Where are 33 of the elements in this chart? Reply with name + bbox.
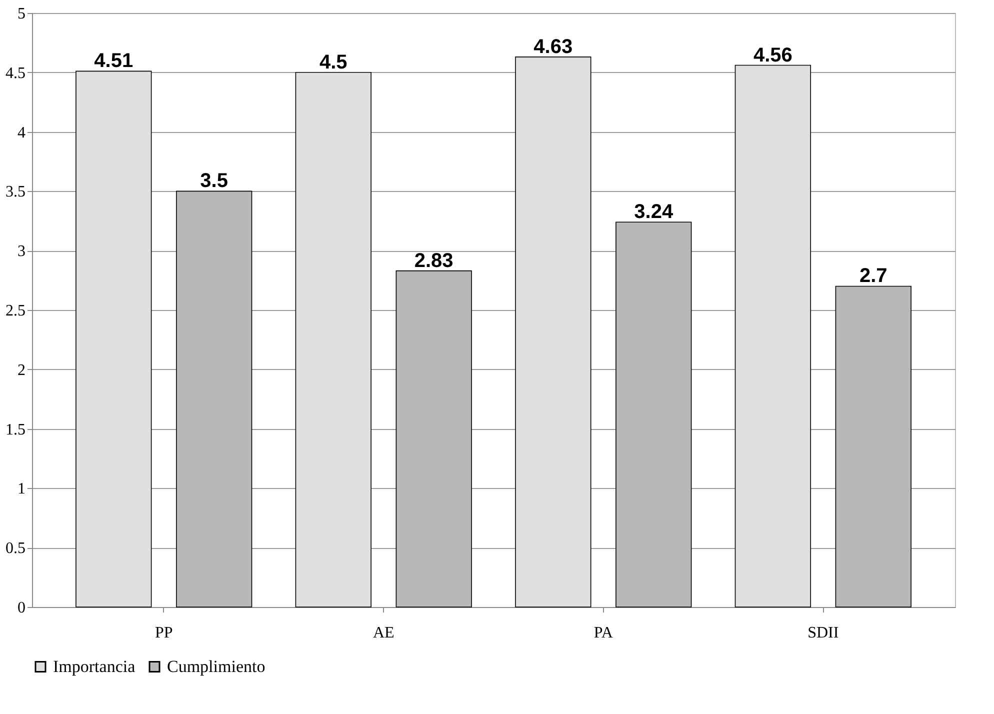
x-tick-label: PP	[154, 624, 173, 642]
y-tick-label: 2.5	[6, 302, 26, 320]
y-tick-label: 4	[18, 124, 26, 142]
x-tick-label: AE	[372, 624, 394, 642]
bar	[515, 56, 592, 608]
x-tick-label: PA	[594, 624, 614, 642]
data-label: 3.24	[634, 201, 674, 224]
data-label: 2.7	[859, 265, 888, 288]
y-tick-label: 0	[18, 600, 26, 616]
data-label: 4.5	[319, 51, 348, 74]
bar	[295, 72, 372, 608]
bar	[616, 222, 692, 608]
legend-label: Cumplimiento	[167, 656, 266, 676]
y-tick-label: 2	[18, 362, 26, 379]
legend-label: Importancia	[53, 656, 136, 676]
y-tick-label: 4.5	[6, 64, 26, 82]
data-label: 3.5	[200, 170, 228, 192]
data-label: 4.51	[94, 50, 134, 72]
data-label: 4.56	[753, 44, 792, 66]
data-label: 2.83	[414, 250, 454, 272]
y-tick-label: 3.5	[6, 184, 26, 201]
y-tick-label: 1	[18, 480, 26, 498]
y-tick-label: 1.5	[6, 421, 26, 438]
x-tick-label: SDII	[808, 624, 839, 642]
bar	[176, 190, 252, 608]
y-tick-label: 3	[18, 243, 26, 260]
bar	[835, 286, 912, 608]
bar	[734, 64, 811, 608]
bar	[396, 270, 472, 608]
y-tick-label: 0.5	[6, 540, 26, 558]
bar	[76, 70, 152, 608]
y-tick-label: 5	[18, 6, 26, 22]
data-label: 4.63	[534, 36, 573, 58]
